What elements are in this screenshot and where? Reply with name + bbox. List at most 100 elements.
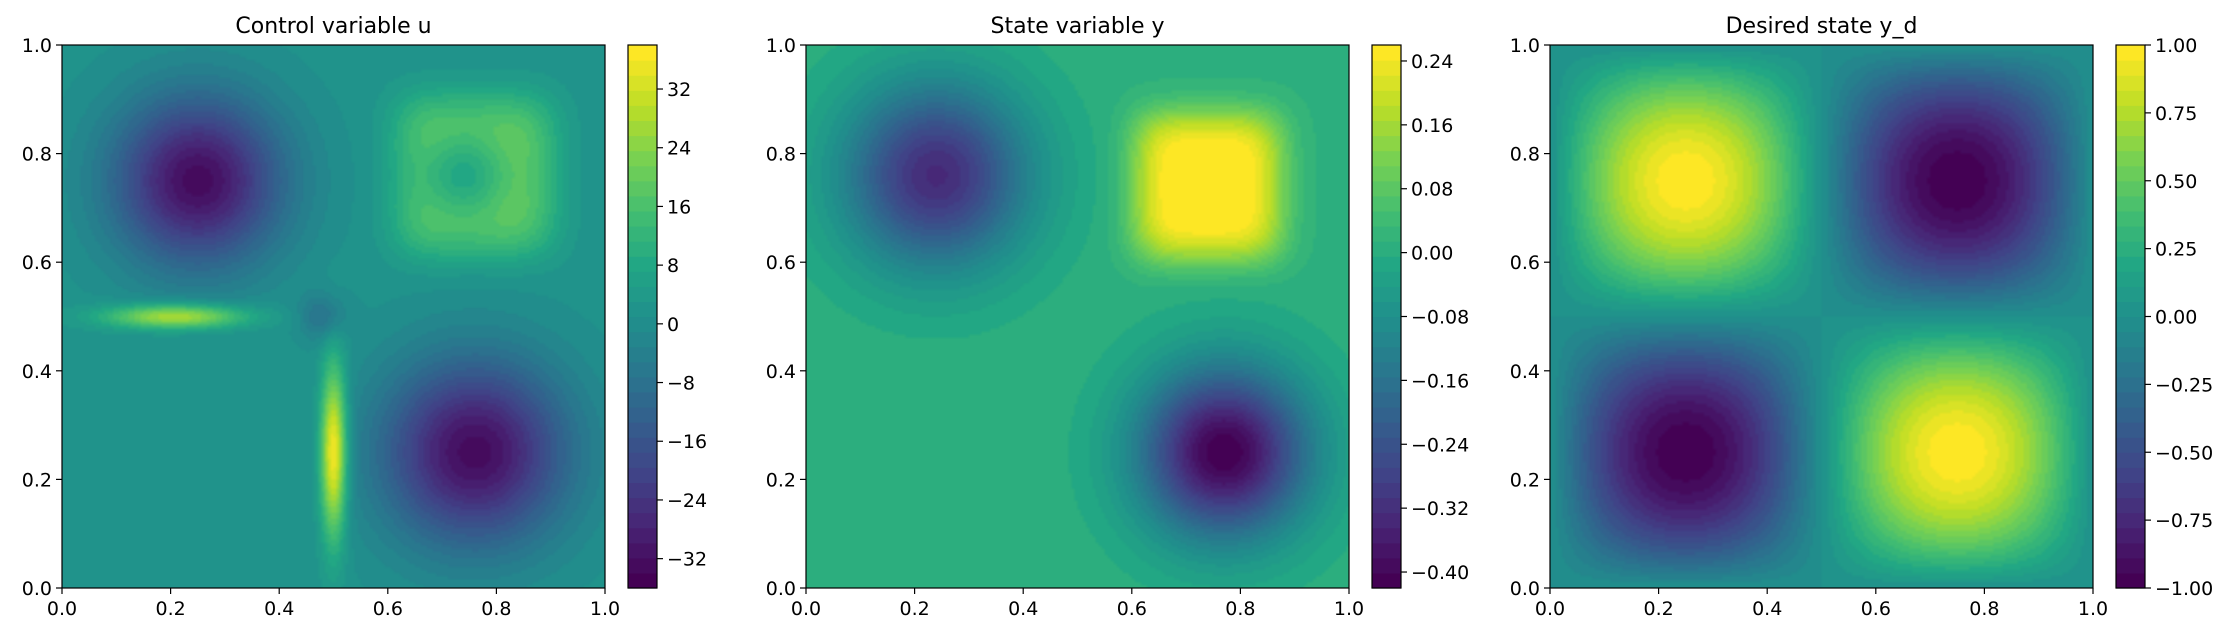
colorbar-segment <box>628 482 657 499</box>
x-tick-label: 0.6 <box>1117 598 1147 620</box>
colorbar-segment <box>2116 210 2145 227</box>
y-tick-label: 0.8 <box>22 144 52 166</box>
colorbar-segment <box>2116 75 2145 91</box>
colorbar-tick-label: −0.50 <box>2155 442 2213 464</box>
colorbar-segment <box>628 45 657 61</box>
y-tick-label: 0.6 <box>1510 252 1540 274</box>
chart-title: Control variable u <box>235 14 431 39</box>
colorbar-segment <box>2116 271 2145 287</box>
colorbar-segment <box>2116 467 2145 484</box>
colorbar-segment <box>2116 90 2145 106</box>
colorbar-segment <box>628 572 657 589</box>
colorbar-tick-label: −0.25 <box>2155 374 2213 396</box>
y-tick-label: 1.0 <box>766 35 796 57</box>
colorbar-segment <box>2116 557 2145 574</box>
colorbar-segment <box>1372 90 1401 106</box>
colorbar-segment <box>1372 271 1401 287</box>
colorbar-segment <box>2116 346 2145 363</box>
colorbar-segment <box>628 391 657 408</box>
heatmap-control <box>62 45 605 588</box>
colorbar-segment <box>2116 241 2145 257</box>
colorbar-segment <box>2116 437 2145 453</box>
x-tick-label: 0.8 <box>1969 598 1999 620</box>
colorbar-segment <box>2116 361 2145 378</box>
colorbar-tick-label: 1.00 <box>2155 35 2197 57</box>
colorbar-segment <box>1372 527 1401 544</box>
colorbar-segment <box>628 271 657 287</box>
x-tick-label: 0.6 <box>373 598 403 620</box>
colorbar-segment <box>628 361 657 378</box>
colorbar-tick-label: 0.08 <box>1411 179 1453 201</box>
colorbar-segment <box>628 422 657 438</box>
colorbar-segment <box>2116 391 2145 408</box>
colorbar-segment <box>2116 60 2145 76</box>
colorbar-segment <box>628 75 657 91</box>
colorbar-tick-label: −8 <box>667 373 695 395</box>
colorbar-segment <box>2116 180 2145 197</box>
y-tick-label: 1.0 <box>22 35 52 57</box>
chart-title: State variable y <box>991 14 1165 39</box>
colorbar-segment <box>628 226 657 242</box>
y-tick-label: 0.0 <box>22 578 52 600</box>
colorbar-segment <box>2116 422 2145 438</box>
colorbar-tick-label: 0.50 <box>2155 171 2197 193</box>
colorbar-segment <box>2116 120 2145 137</box>
plot-frame <box>1549 44 2094 589</box>
colorbar-segment <box>2116 150 2145 167</box>
colorbar-segment <box>1372 437 1401 453</box>
colorbar-segment <box>2116 452 2145 468</box>
colorbar-tick-label: −24 <box>667 490 707 512</box>
colorbar-segment <box>628 512 657 529</box>
colorbar-segment <box>628 150 657 167</box>
colorbar-tick-label: −0.40 <box>1411 562 1469 584</box>
colorbar-tick-label: 0.00 <box>2155 307 2197 329</box>
colorbar-segment <box>2116 527 2145 544</box>
chart-title: Desired state y_d <box>1726 14 1918 39</box>
colorbar-segment <box>1372 422 1401 438</box>
colorbar-segment <box>2116 407 2145 423</box>
colorbar-tick-label: −1.00 <box>2155 578 2213 600</box>
x-tick-label: 1.0 <box>1334 598 1364 620</box>
x-tick-label: 0.6 <box>1861 598 1891 620</box>
colorbar-segment <box>628 286 657 303</box>
colorbar-tick-label: −0.08 <box>1411 307 1469 329</box>
y-tick-label: 0.6 <box>22 252 52 274</box>
y-tick-label: 0.8 <box>1510 144 1540 166</box>
x-tick-label: 0.8 <box>481 598 511 620</box>
colorbar-segment <box>2116 301 2145 318</box>
colorbar-segment <box>1372 45 1401 61</box>
colorbar-segment <box>628 316 657 333</box>
colorbar-segment <box>1372 256 1401 272</box>
x-tick-label: 1.0 <box>590 598 620 620</box>
colorbar-tick-label: −16 <box>667 431 707 453</box>
y-tick-label: 0.6 <box>766 252 796 274</box>
colorbar-segment <box>628 301 657 318</box>
colorbar-tick-label: 16 <box>667 196 691 218</box>
y-tick-label: 0.4 <box>22 361 52 383</box>
colorbar-segment <box>628 210 657 227</box>
colorbar-segment <box>1372 195 1401 212</box>
colorbar-segment <box>1372 361 1401 378</box>
x-tick-label: 0.4 <box>264 598 294 620</box>
colorbar-segment <box>628 165 657 182</box>
colorbar-segment <box>1372 557 1401 574</box>
colorbar-segment <box>2116 286 2145 303</box>
colorbar-segment <box>1372 391 1401 408</box>
colorbar-segment <box>628 180 657 197</box>
colorbar-segment <box>2116 135 2145 152</box>
colorbar-segment <box>1372 286 1401 303</box>
heatmap-state <box>806 45 1349 588</box>
colorbar-segment <box>2116 497 2145 514</box>
colorbar-segment <box>628 331 657 348</box>
colorbar-segment <box>1372 241 1401 257</box>
colorbar-segment <box>628 256 657 272</box>
x-tick-label: 0.0 <box>1535 598 1565 620</box>
colorbar-segment <box>1372 150 1401 167</box>
colorbar-tick-label: −0.32 <box>1411 498 1469 520</box>
x-tick-label: 0.4 <box>1752 598 1782 620</box>
colorbar-segment <box>2116 542 2145 559</box>
x-tick-label: 0.2 <box>155 598 185 620</box>
colorbar-segment <box>628 527 657 544</box>
plot-frame <box>61 44 606 589</box>
